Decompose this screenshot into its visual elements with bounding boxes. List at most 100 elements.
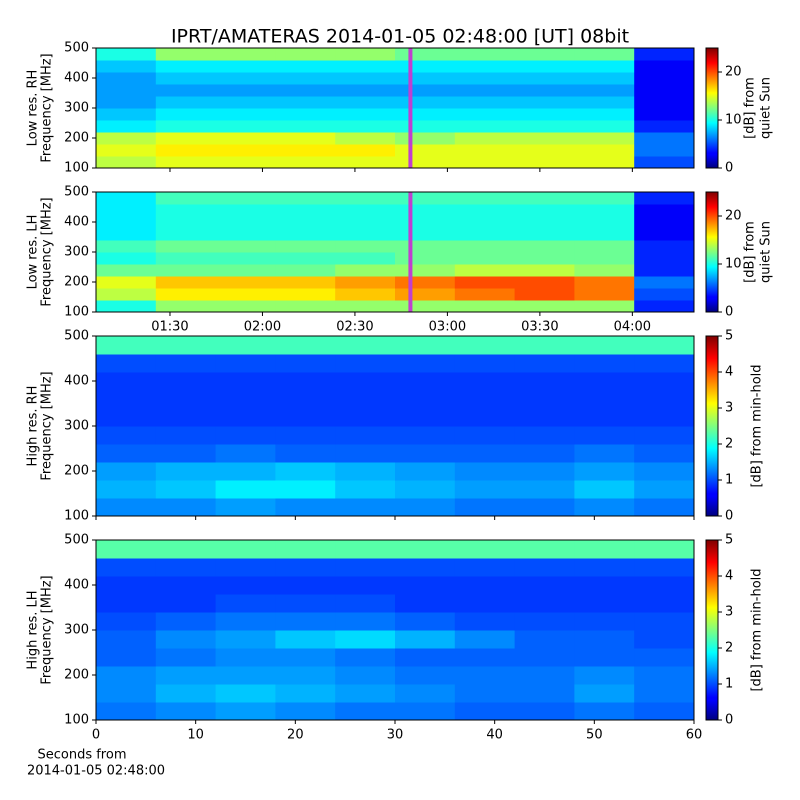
heat-cell — [155, 540, 217, 559]
colorbar-tick-label: 5 — [725, 329, 733, 344]
heat-cell — [574, 264, 635, 277]
heat-cell — [395, 252, 456, 265]
heat-cell — [395, 498, 456, 517]
heat-cell — [215, 132, 276, 145]
heat-cell — [574, 156, 635, 169]
y-tick-label: 400 — [64, 215, 89, 230]
heat-cell — [155, 462, 217, 481]
heat-cell — [514, 276, 575, 289]
heat-cell — [155, 684, 217, 703]
heat-cell — [215, 612, 276, 631]
heat-cell — [96, 264, 157, 277]
heat-cell — [335, 192, 396, 205]
heat-cell — [454, 252, 516, 265]
heat-cell — [514, 390, 575, 409]
heat-cell — [454, 390, 516, 409]
heat-cell — [395, 648, 456, 667]
heat-cell — [634, 390, 695, 409]
heat-cell — [215, 480, 276, 499]
colorbar-tick-label: 3 — [725, 605, 733, 620]
heat-cell — [514, 132, 575, 145]
heat-cell — [275, 228, 336, 241]
heat-cell — [275, 702, 336, 721]
heat-cell — [96, 462, 157, 481]
heat-cell — [96, 426, 157, 445]
heat-cell — [275, 630, 336, 649]
heat-cell — [574, 372, 635, 391]
y-axis-label: Frequency [MHz] — [40, 53, 55, 162]
heat-cell — [335, 666, 396, 685]
heat-cell — [395, 276, 456, 289]
heat-cell — [574, 462, 635, 481]
x-tick-label: 04:00 — [614, 320, 651, 335]
colorbar-tick-label: 0 — [725, 305, 733, 320]
heat-cell — [634, 276, 695, 289]
heat-cell — [395, 390, 456, 409]
heat-cell — [215, 264, 276, 277]
heat-cell — [155, 576, 217, 595]
y-axis-label: Low res. RH — [26, 70, 41, 147]
heat-cell — [96, 84, 157, 97]
heat-cell — [335, 540, 396, 559]
heat-cell — [96, 576, 157, 595]
heat-cell — [335, 390, 396, 409]
heat-cell — [335, 336, 396, 355]
heat-cell — [574, 288, 635, 301]
colorbar-label: quiet Sun — [759, 77, 774, 139]
heat-cell — [574, 630, 635, 649]
y-tick-label: 100 — [64, 161, 89, 176]
heat-cell — [155, 240, 217, 253]
heat-cell — [514, 426, 575, 445]
heat-cell — [275, 540, 336, 559]
heat-cell — [155, 288, 217, 301]
y-axis-label: Frequency [MHz] — [40, 197, 55, 306]
heat-cell — [395, 372, 456, 391]
heat-cell — [335, 252, 396, 265]
heat-cell — [155, 408, 217, 427]
heat-cell — [514, 252, 575, 265]
heat-cell — [634, 336, 695, 355]
colorbar-tick-label: 20 — [725, 65, 742, 80]
heat-cell — [335, 408, 396, 427]
heat-cell — [275, 462, 336, 481]
heat-cell — [454, 336, 516, 355]
heat-cell — [634, 300, 695, 313]
heat-cell — [514, 558, 575, 577]
heat-cell — [454, 288, 516, 301]
heat-cell — [634, 60, 695, 73]
heat-cell — [215, 372, 276, 391]
heat-cell — [454, 540, 516, 559]
heat-cell — [634, 426, 695, 445]
heat-cell — [335, 630, 396, 649]
heat-cell — [275, 354, 336, 373]
heat-cell — [215, 72, 276, 85]
y-tick-label: 200 — [64, 464, 89, 479]
y-tick-label: 300 — [64, 623, 89, 638]
colorbar — [705, 539, 719, 721]
heat-cell — [96, 276, 157, 289]
heat-cell — [215, 48, 276, 61]
heat-cell — [395, 444, 456, 463]
heat-cell — [634, 132, 695, 145]
heat-cell — [275, 300, 336, 313]
heat-cell — [574, 666, 635, 685]
heat-cell — [514, 96, 575, 109]
heat-cell — [96, 60, 157, 73]
heat-cell — [634, 144, 695, 157]
heat-cell — [634, 48, 695, 61]
heat-cell — [634, 648, 695, 667]
heat-cell — [215, 96, 276, 109]
heat-cell — [215, 576, 276, 595]
heat-cell — [335, 156, 396, 169]
heat-cell — [215, 426, 276, 445]
heat-cell — [574, 108, 635, 121]
colorbar-label: [dB] from — [743, 77, 758, 139]
heat-cell — [574, 480, 635, 499]
heat-cell — [155, 216, 217, 229]
heat-cell — [514, 120, 575, 133]
heat-cell — [574, 72, 635, 85]
heat-cell — [335, 354, 396, 373]
heat-cell — [514, 48, 575, 61]
y-axis-label: Frequency [MHz] — [40, 575, 55, 684]
heat-cell — [155, 60, 217, 73]
